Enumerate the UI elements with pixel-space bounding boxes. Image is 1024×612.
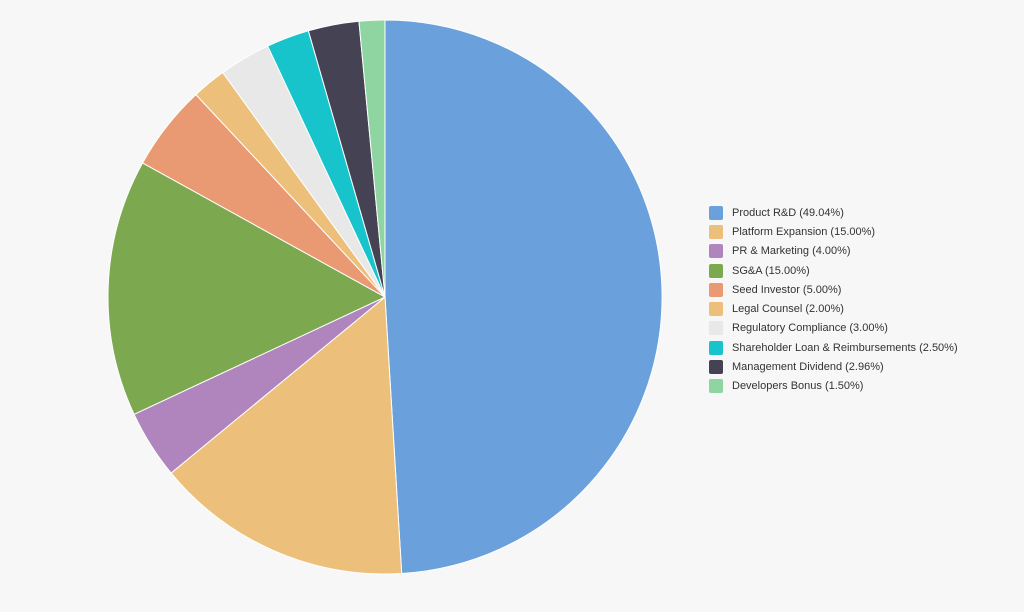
legend-swatch [709, 263, 723, 278]
legend-item-legal-counsel[interactable]: Legal Counsel (2.00%) [709, 299, 958, 318]
legend-label: SG&A (15.00%) [732, 264, 810, 277]
legend-label: Platform Expansion (15.00%) [732, 225, 876, 238]
legend-label: Regulatory Compliance (3.00%) [732, 322, 888, 335]
legend-swatch [709, 224, 723, 239]
legend-swatch [709, 302, 723, 317]
legend-item-developers-bonus[interactable]: Developers Bonus (1.50%) [709, 377, 958, 396]
legend-item-regulatory-compliance[interactable]: Regulatory Compliance (3.00%) [709, 319, 958, 338]
legend-label: Shareholder Loan & Reimbursements (2.50%… [732, 341, 958, 354]
legend-swatch [709, 340, 723, 355]
legend-item-management-dividend[interactable]: Management Dividend (2.96%) [709, 357, 958, 376]
legend-item-sganda[interactable]: SG&A (15.00%) [709, 261, 958, 280]
legend-swatch [709, 360, 723, 375]
legend-label: Legal Counsel (2.00%) [732, 303, 844, 316]
legend-item-seed-investor[interactable]: Seed Investor (5.00%) [709, 280, 958, 299]
legend-swatch [709, 379, 723, 394]
pie-slice-sganda[interactable] [107, 162, 387, 415]
legend-label: Management Dividend (2.96%) [732, 361, 884, 374]
legend-label: Developers Bonus (1.50%) [732, 380, 864, 393]
legend-item-pr-and-marketing[interactable]: PR & Marketing (4.00%) [709, 242, 958, 261]
pie-slice-developers-bonus[interactable] [358, 19, 386, 298]
legend-swatch [709, 321, 723, 336]
legend-swatch [709, 282, 723, 297]
legend-swatch [709, 205, 723, 220]
legend-label: Seed Investor (5.00%) [732, 283, 842, 296]
legend-item-platform-expansion[interactable]: Platform Expansion (15.00%) [709, 222, 958, 241]
legend-swatch [709, 244, 723, 259]
legend-label: PR & Marketing (4.00%) [732, 245, 851, 258]
pie-slice-platform-expansion[interactable] [170, 295, 403, 575]
legend-item-product-randd[interactable]: Product R&D (49.04%) [709, 203, 958, 222]
legend-item-shareholder-loan-and-reimbursements[interactable]: Shareholder Loan & Reimbursements (2.50%… [709, 338, 958, 357]
legend: Product R&D (49.04%) Platform Expansion (… [709, 203, 958, 396]
pie-chart [107, 19, 663, 575]
legend-label: Product R&D (49.04%) [732, 206, 844, 219]
pie-slice-product-randd[interactable] [384, 19, 663, 575]
